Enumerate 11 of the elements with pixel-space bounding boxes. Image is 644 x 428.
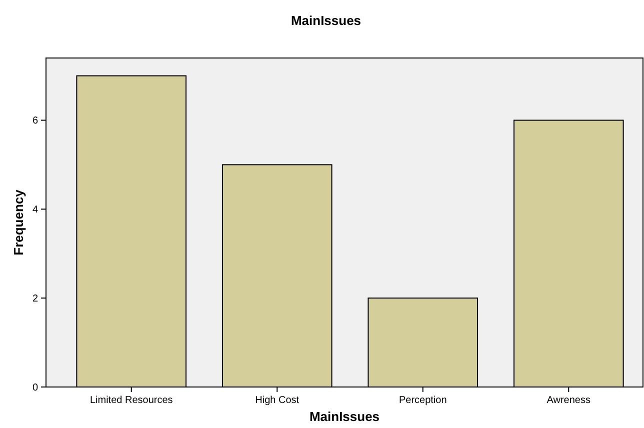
- y-tick-label: 0: [32, 382, 38, 394]
- x-tick-label: Limited Resources: [90, 395, 173, 406]
- y-tick-label: 6: [32, 116, 38, 127]
- y-axis-title: Frequency: [11, 188, 26, 256]
- chart-title: MainIssues: [290, 13, 362, 28]
- y-tick-label: 4: [32, 204, 38, 216]
- y-tick-label: 2: [32, 294, 38, 305]
- x-tick-label: High Cost: [255, 395, 300, 406]
- x-tick-label: Awreness: [546, 395, 591, 406]
- x-tick-label: Perception: [398, 395, 447, 406]
- x-axis-title: MainIssues: [309, 409, 380, 424]
